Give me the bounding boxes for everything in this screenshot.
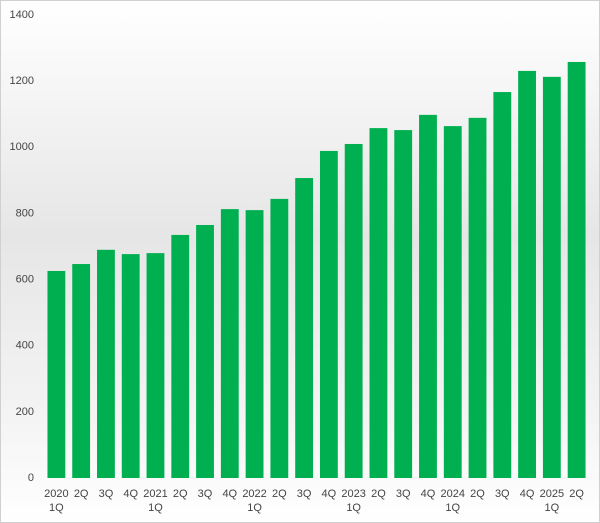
bar	[171, 234, 190, 478]
y-tick-label: 600	[16, 273, 34, 285]
x-tick-label: 1Q	[49, 502, 64, 514]
y-tick-label: 1400	[10, 9, 34, 21]
x-tick-label: 2023	[341, 488, 365, 500]
x-tick-label: 2Q	[371, 488, 386, 500]
y-tick-label: 1200	[10, 75, 34, 87]
bar	[146, 253, 165, 478]
x-tick-label: 3Q	[297, 488, 312, 500]
y-tick-label: 400	[16, 340, 34, 352]
bar	[394, 130, 413, 479]
bar	[270, 198, 289, 478]
bar	[518, 70, 536, 478]
x-tick-label: 2Q	[470, 488, 485, 500]
x-tick-label: 1Q	[346, 502, 361, 514]
x-tick-label: 4Q	[421, 488, 436, 500]
y-tick-label: 0	[28, 472, 34, 484]
bar	[419, 114, 437, 478]
x-tick-label: 2Q	[272, 488, 287, 500]
x-tick-label: 2Q	[569, 488, 584, 500]
bar	[72, 264, 91, 478]
x-tick-label: 1Q	[148, 502, 163, 514]
bar	[220, 209, 239, 479]
bar	[344, 143, 363, 478]
bar	[319, 150, 338, 478]
x-tick-label: 1Q	[445, 502, 460, 514]
bar	[196, 225, 214, 478]
bar	[47, 270, 66, 478]
y-tick-label: 800	[16, 207, 34, 219]
y-tick-label: 200	[16, 406, 34, 418]
x-tick-label: 1Q	[544, 502, 559, 514]
bar	[468, 117, 487, 478]
bar	[369, 128, 388, 478]
x-tick-label: 4Q	[123, 488, 138, 500]
bar	[493, 92, 512, 478]
x-tick-label: 2022	[242, 488, 266, 500]
x-tick-label: 3Q	[99, 488, 114, 500]
x-tick-label: 2Q	[173, 488, 188, 500]
x-tick-label: 2020	[44, 488, 68, 500]
x-tick-label: 3Q	[396, 488, 411, 500]
x-tick-label: 4Q	[322, 488, 337, 500]
bar	[567, 61, 586, 479]
bar	[245, 210, 264, 478]
bar	[97, 249, 115, 478]
x-tick-label: 2Q	[74, 488, 89, 500]
bar	[295, 178, 314, 478]
bar	[542, 76, 561, 479]
bar	[443, 126, 462, 479]
y-tick-label: 1000	[10, 141, 34, 153]
x-tick-label: 3Q	[198, 488, 213, 500]
x-tick-label: 1Q	[247, 502, 262, 514]
x-tick-label: 2025	[540, 488, 564, 500]
x-tick-label: 3Q	[495, 488, 510, 500]
x-tick-label: 4Q	[222, 488, 237, 500]
x-tick-label: 4Q	[520, 488, 535, 500]
x-tick-label: 2024	[441, 488, 465, 500]
bar	[121, 254, 140, 478]
x-tick-label: 2021	[143, 488, 167, 500]
